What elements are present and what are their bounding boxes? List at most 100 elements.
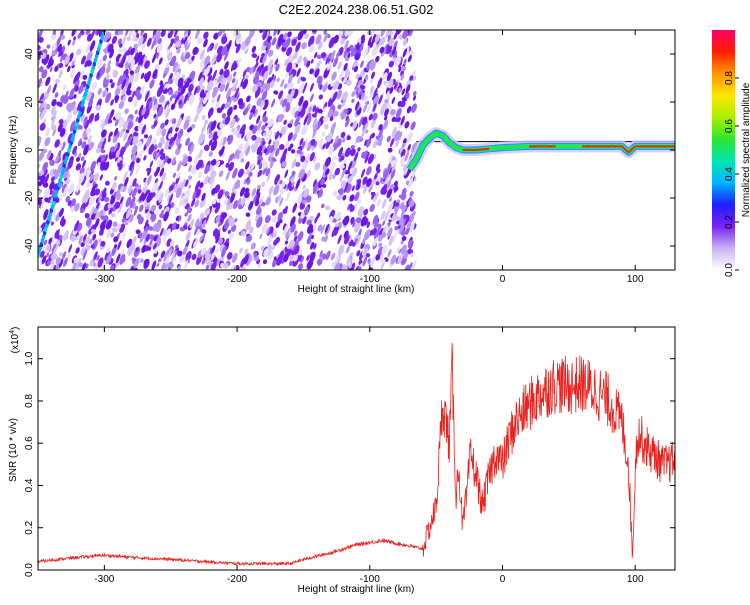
heatmap-cell (158, 57, 163, 65)
heatmap-cell (102, 91, 107, 98)
heatmap-cell (390, 254, 397, 265)
heatmap-cell (155, 189, 162, 201)
heatmap-cell (152, 69, 158, 79)
heatmap-cell (155, 126, 162, 137)
heatmap-cell (191, 123, 196, 129)
heatmap-cell (150, 211, 155, 221)
heatmap-cell (50, 105, 56, 115)
heatmap-cell (363, 47, 369, 58)
heatmap-cell (154, 151, 160, 162)
heatmap-cell (273, 239, 278, 246)
heatmap-cell (341, 264, 348, 270)
heatmap-cell (203, 175, 210, 185)
heatmap-cell (371, 71, 375, 79)
heatmap-cell (128, 96, 133, 103)
heatmap-cell (319, 250, 323, 258)
heatmap-cell (268, 67, 273, 76)
heatmap-cell (125, 30, 130, 36)
heatmap-cell (211, 187, 217, 195)
heatmap-cell (59, 128, 66, 137)
heatmap-cell (323, 106, 327, 113)
heatmap-cell (55, 228, 60, 238)
heatmap-cell (96, 30, 102, 36)
heatmap-cell (185, 137, 190, 146)
heatmap-cell (372, 112, 378, 121)
heatmap-cell (345, 70, 351, 79)
y-tick-label: -40 (24, 238, 35, 253)
heatmap-cell (156, 159, 163, 167)
heatmap-cell (190, 165, 197, 174)
heatmap-cell (226, 87, 232, 100)
heatmap-cell (215, 215, 221, 224)
colorbar: 0.0 0.2 0.4 0.6 0.8 Normalized spectral ampl… (712, 30, 750, 277)
heatmap-cell (297, 55, 303, 64)
heatmap-cell (83, 144, 90, 156)
heatmap-cell (245, 254, 252, 267)
heatmap-cell (212, 228, 219, 237)
heatmap-cell (275, 63, 280, 72)
heatmap-cell (217, 189, 224, 200)
heatmap-cell (284, 205, 288, 214)
heatmap-cell (143, 134, 149, 139)
heatmap-cell (56, 239, 61, 247)
heatmap-cell (195, 161, 201, 170)
heatmap-cell (119, 196, 124, 204)
heatmap-cell (372, 95, 380, 106)
heatmap-cell (205, 64, 211, 76)
heatmap-cell (400, 239, 404, 245)
heatmap-cell (87, 169, 91, 176)
heatmap-cell (157, 106, 164, 117)
heatmap-cell (361, 37, 365, 43)
heatmap-cell (312, 123, 319, 133)
heatmap-cell (274, 130, 280, 140)
heatmap-cell (273, 184, 280, 196)
heatmap-cell (367, 36, 372, 46)
heatmap-cell (202, 219, 207, 228)
heatmap-cell (151, 52, 157, 64)
heatmap-cell (309, 82, 314, 92)
heatmap-cell (278, 90, 284, 100)
signal-core (582, 145, 636, 154)
heatmap-cell (284, 240, 289, 245)
heatmap-cell (343, 215, 350, 226)
heatmap-cell (254, 86, 261, 98)
heatmap-cell (45, 76, 51, 87)
heatmap-cell (393, 40, 398, 49)
heatmap-cell (135, 164, 140, 175)
heatmap-cell (251, 53, 258, 59)
heatmap-cell (332, 80, 340, 91)
heatmap-cell (261, 65, 268, 77)
heatmap-cell (294, 116, 300, 127)
heatmap-cell (118, 48, 124, 53)
heatmap-cell (52, 83, 57, 94)
heatmap-cell (75, 247, 80, 254)
heatmap-cell (169, 240, 175, 247)
heatmap-cell (334, 135, 339, 144)
heatmap-cell (94, 211, 100, 221)
x-tick-label: -200 (227, 274, 247, 285)
heatmap-cell (47, 58, 54, 67)
heatmap-cell (378, 134, 384, 145)
heatmap-cell (402, 38, 408, 46)
heatmap-cell (72, 107, 78, 116)
heatmap-cell (302, 82, 308, 94)
heatmap-cell (408, 177, 414, 189)
heatmap-cell (185, 250, 192, 262)
heatmap-cell (230, 264, 236, 270)
heatmap-cell (240, 158, 245, 163)
heatmap-cell (388, 235, 394, 246)
heatmap-cell (326, 132, 333, 143)
heatmap-cell (175, 175, 180, 185)
heatmap-cell (385, 223, 389, 232)
heatmap-cell (271, 209, 277, 216)
heatmap-cell (323, 32, 329, 43)
heatmap-cell (199, 49, 205, 60)
x-tick-label: 100 (627, 574, 644, 585)
heatmap-cell (303, 56, 307, 62)
heatmap-cell (234, 218, 238, 223)
heatmap-cell (95, 147, 101, 154)
heatmap-cell (325, 56, 330, 65)
heatmap-cell (134, 125, 139, 132)
heatmap-cell (264, 122, 268, 127)
heatmap-cell (272, 244, 276, 251)
